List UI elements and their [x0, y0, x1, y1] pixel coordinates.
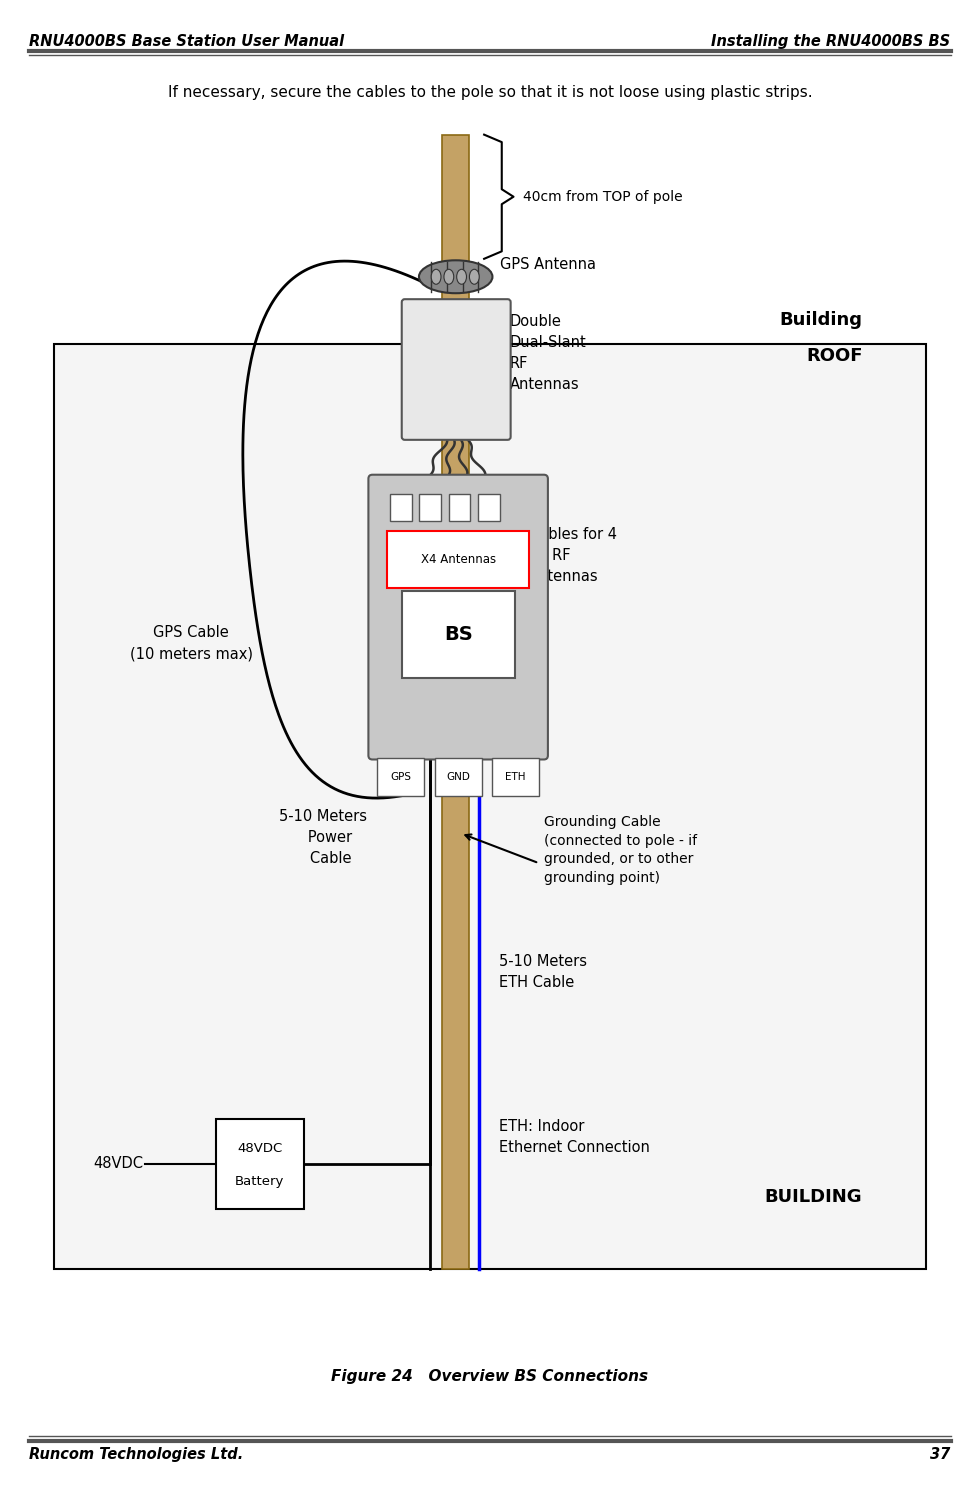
Text: GND: GND — [446, 772, 470, 782]
FancyBboxPatch shape — [402, 299, 511, 440]
Bar — [387, 531, 529, 588]
Ellipse shape — [419, 260, 493, 293]
Text: GPS: GPS — [390, 772, 412, 782]
Text: Building: Building — [779, 311, 862, 329]
Text: Battery: Battery — [235, 1176, 284, 1188]
Ellipse shape — [457, 269, 466, 284]
Text: ETH: ETH — [506, 772, 525, 782]
Bar — [419, 494, 441, 521]
Bar — [478, 494, 500, 521]
Text: If necessary, secure the cables to the pole so that it is not loose using plasti: If necessary, secure the cables to the p… — [168, 85, 812, 100]
Text: Double
Dual-Slant
RF
Antennas: Double Dual-Slant RF Antennas — [510, 314, 586, 392]
Text: 48VDC: 48VDC — [93, 1156, 143, 1171]
Text: ETH: Indoor
Ethernet Connection: ETH: Indoor Ethernet Connection — [499, 1119, 650, 1155]
Ellipse shape — [444, 269, 454, 284]
Bar — [377, 758, 424, 796]
Bar — [442, 135, 469, 1269]
Text: GPS Antenna: GPS Antenna — [500, 257, 596, 272]
Text: Runcom Technologies Ltd.: Runcom Technologies Ltd. — [29, 1447, 244, 1462]
Text: Cables for 4
     RF
Antennas: Cables for 4 RF Antennas — [529, 527, 617, 583]
Text: Installing the RNU4000BS BS: Installing the RNU4000BS BS — [711, 34, 951, 49]
FancyBboxPatch shape — [368, 474, 548, 760]
Bar — [492, 758, 539, 796]
Text: RNU4000BS Base Station User Manual: RNU4000BS Base Station User Manual — [29, 34, 345, 49]
Text: BS: BS — [444, 625, 472, 643]
Bar — [435, 758, 482, 796]
Text: Grounding Cable
(connected to pole - if
grounded, or to other
grounding point): Grounding Cable (connected to pole - if … — [544, 815, 697, 884]
Text: GPS Cable
(10 meters max): GPS Cable (10 meters max) — [129, 625, 253, 661]
Ellipse shape — [469, 269, 479, 284]
Text: 37: 37 — [930, 1447, 951, 1462]
Text: X4 Antennas: X4 Antennas — [420, 554, 496, 565]
Bar — [54, 344, 926, 1269]
Bar — [390, 494, 412, 521]
Bar — [216, 1119, 304, 1209]
Bar — [449, 494, 470, 521]
Text: 48VDC: 48VDC — [237, 1143, 282, 1155]
Text: Figure 24   Overview BS Connections: Figure 24 Overview BS Connections — [331, 1369, 649, 1384]
Text: BUILDING: BUILDING — [764, 1188, 862, 1206]
Text: 40cm from TOP of pole: 40cm from TOP of pole — [523, 190, 683, 203]
Text: ROOF: ROOF — [806, 347, 862, 365]
Text: 5-10 Meters
ETH Cable: 5-10 Meters ETH Cable — [499, 954, 587, 990]
Text: 5-10 Meters
   Power
   Cable: 5-10 Meters Power Cable — [279, 809, 368, 866]
Ellipse shape — [431, 269, 441, 284]
Bar — [402, 591, 514, 678]
